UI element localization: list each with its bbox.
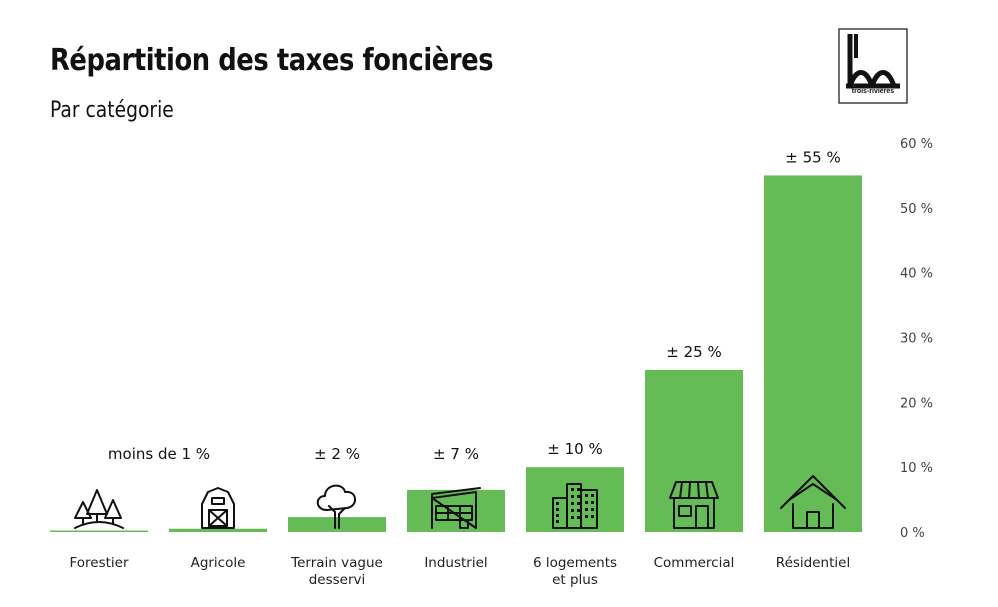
bar-6 (764, 175, 862, 532)
window-mark (556, 514, 559, 517)
y-tick-label: 10 % (900, 461, 933, 476)
value-label: ± 7 % (433, 445, 479, 463)
window-mark (585, 508, 588, 511)
window-mark (577, 502, 580, 505)
value-label: ± 10 % (547, 440, 602, 458)
trees-icon (74, 489, 124, 529)
bar-4 (526, 467, 624, 532)
window-mark (556, 502, 559, 505)
bar-2 (288, 517, 386, 532)
window-mark (585, 501, 588, 504)
window-mark (577, 495, 580, 498)
category-label: desservi (309, 572, 366, 588)
category-label: Terrain vague (290, 555, 383, 571)
category-label: Forestier (69, 555, 128, 571)
category-label: Résidentiel (776, 555, 850, 571)
window-mark (591, 494, 594, 497)
bar-0 (50, 530, 148, 532)
y-tick-label: 30 % (900, 332, 933, 347)
window-mark (571, 488, 574, 491)
y-tick-label: 50 % (900, 202, 933, 217)
window-mark (571, 502, 574, 505)
window-mark (556, 508, 559, 511)
value-label: ± 55 % (785, 148, 840, 166)
chart-title: Répartition des taxes foncières (50, 43, 494, 78)
logo-text: trois-rivières (851, 88, 895, 95)
y-tick-label: 40 % (900, 267, 933, 282)
value-label: ± 25 % (666, 343, 721, 361)
value-label: moins de 1 % (108, 445, 210, 463)
window-mark (571, 495, 574, 498)
window-mark (585, 515, 588, 518)
window-mark (585, 494, 588, 497)
logo-icon (838, 28, 908, 104)
buildings-icon (552, 483, 598, 529)
store-icon (669, 481, 719, 529)
y-tick-label: 0 % (900, 526, 925, 541)
house-icon (780, 475, 846, 529)
window-mark (556, 520, 559, 523)
category-label: et plus (552, 572, 598, 588)
y-tick-label: 60 % (900, 137, 933, 152)
window-mark (577, 488, 580, 491)
barn-icon (201, 487, 235, 529)
value-label: ± 2 % (314, 445, 360, 463)
chart-subtitle: Par catégorie (50, 98, 174, 123)
bar-3 (407, 489, 505, 532)
category-label: Industriel (424, 555, 487, 571)
window-mark (571, 516, 574, 519)
bar-1 (169, 528, 267, 532)
window-mark (577, 509, 580, 512)
window-mark (591, 515, 594, 518)
tree-icon (316, 484, 356, 529)
bar-5 (645, 369, 743, 532)
category-label: Agricole (191, 555, 246, 571)
window-mark (577, 516, 580, 519)
category-label: 6 logements (533, 555, 617, 571)
factory-icon (431, 487, 481, 529)
category-label: Commercial (654, 555, 735, 571)
window-mark (591, 501, 594, 504)
y-tick-label: 20 % (900, 396, 933, 411)
window-mark (571, 509, 574, 512)
window-mark (591, 508, 594, 511)
